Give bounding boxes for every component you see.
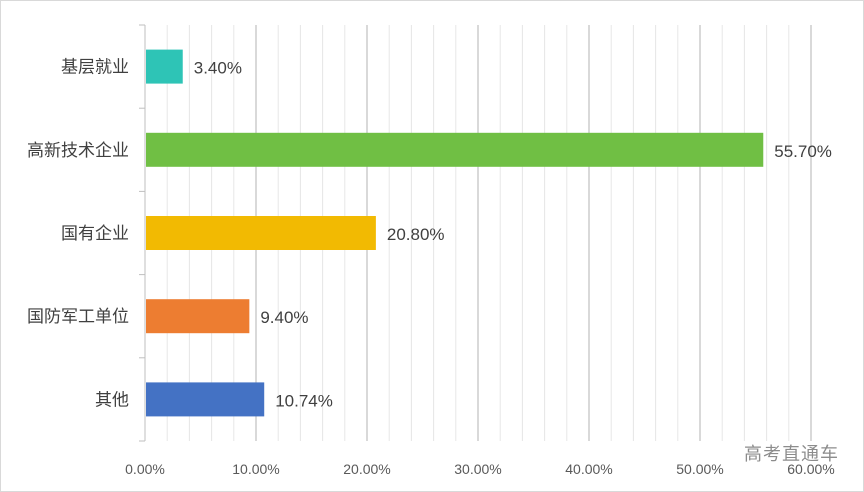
x-tick-label: 20.00% xyxy=(343,461,390,477)
x-tick-label: 40.00% xyxy=(565,461,612,477)
category-label: 国有企业 xyxy=(61,224,129,244)
bar xyxy=(146,216,376,250)
data-label: 9.40% xyxy=(260,308,308,327)
bar-layer xyxy=(146,49,764,417)
bar xyxy=(146,299,250,334)
label-layer: 基层就业 3.40% 高新技术企业 55.70% 国有企业 20.80% 国防军工单位 9.4… xyxy=(27,58,832,411)
x-tick-label: 0.00% xyxy=(125,461,165,477)
category-label: 其他 xyxy=(95,390,129,410)
axis-layer: 0.00% 10.00% 20.00% 30.00% 40.00% 50.00% 60.00… xyxy=(125,24,835,477)
x-tick-label: 60.00% xyxy=(787,461,834,477)
x-tick-label: 10.00% xyxy=(232,461,279,477)
category-label: 高新技术企业 xyxy=(27,141,129,161)
x-tick-label: 50.00% xyxy=(676,461,723,477)
bar xyxy=(146,132,764,167)
data-label: 10.74% xyxy=(275,391,333,410)
watermark-text: 高考直通车 xyxy=(744,444,839,465)
category-label: 基层就业 xyxy=(61,58,129,78)
bar xyxy=(146,49,183,84)
category-label: 国防军工单位 xyxy=(27,307,129,327)
data-label: 55.70% xyxy=(774,142,832,161)
x-tick-label: 30.00% xyxy=(454,461,501,477)
data-label: 20.80% xyxy=(387,225,445,244)
bar xyxy=(146,382,265,417)
data-label: 3.40% xyxy=(194,59,242,78)
